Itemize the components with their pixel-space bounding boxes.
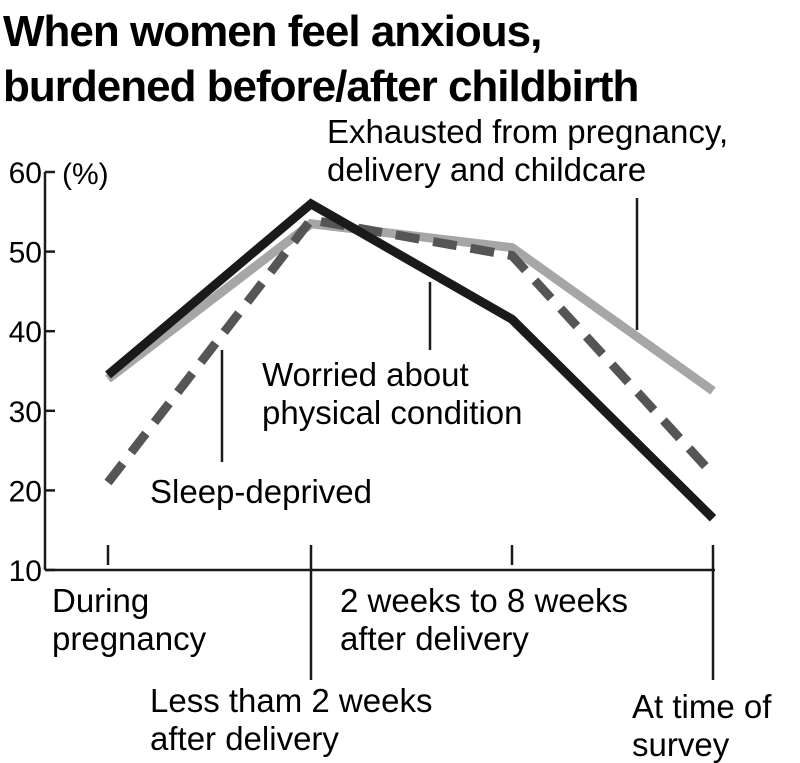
series-line: [105, 198, 717, 522]
series-label: Exhausted from pregnancy,: [327, 113, 728, 150]
y-tick-label: 50: [9, 237, 42, 270]
y-tick-label: 10: [9, 555, 42, 588]
y-tick-label: 40: [9, 316, 42, 349]
x-category-label: Less tham 2 weeks: [150, 682, 432, 719]
chart-title-line-1: When women feel anxious,: [3, 7, 541, 56]
y-axis-unit: (%): [62, 158, 109, 191]
series-line: [104, 214, 717, 486]
series-label: delivery and childcare: [327, 151, 646, 188]
y-tick-label: 20: [9, 475, 42, 508]
x-category-label: 2 weeks to 8 weeks: [340, 582, 628, 619]
y-tick-label: 60: [9, 157, 42, 190]
x-category-label: During: [52, 582, 149, 619]
series-label: physical condition: [262, 394, 523, 431]
y-tick-label: 30: [9, 396, 42, 429]
x-category-label: pregnancy: [52, 620, 207, 657]
series-label: Sleep-deprived: [150, 473, 372, 510]
x-category-label: At time of: [632, 688, 772, 725]
x-category-label: after delivery: [150, 720, 339, 757]
x-category-label: after delivery: [340, 620, 529, 657]
series-label: Worried about: [262, 356, 469, 393]
chart-title-line-2: burdened before/after childbirth: [3, 62, 638, 111]
x-category-label: survey: [632, 726, 730, 763]
